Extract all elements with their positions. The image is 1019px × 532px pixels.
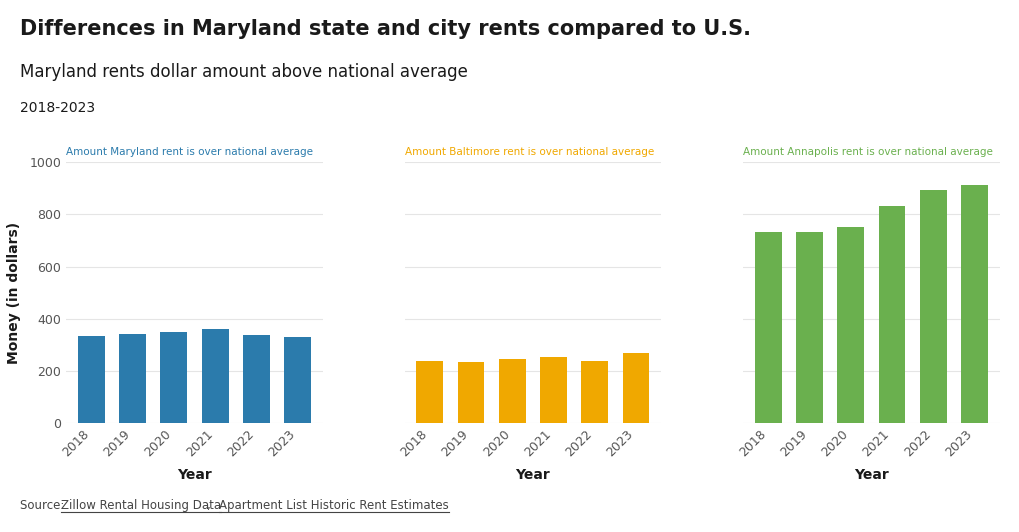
Bar [202, 329, 228, 423]
Text: Zillow Rental Housing Data: Zillow Rental Housing Data [61, 499, 221, 512]
Bar [284, 337, 311, 423]
Bar [960, 185, 987, 423]
Bar [119, 334, 146, 423]
Bar [458, 362, 484, 423]
Bar [416, 361, 443, 423]
X-axis label: Year: Year [177, 468, 212, 482]
Text: Amount Annapolis rent is over national average: Amount Annapolis rent is over national a… [743, 147, 993, 157]
Bar [837, 228, 863, 423]
Bar [540, 358, 567, 423]
Text: Amount Baltimore rent is over national average: Amount Baltimore rent is over national a… [405, 147, 653, 157]
Text: Amount Maryland rent is over national average: Amount Maryland rent is over national av… [66, 147, 313, 157]
Text: Differences in Maryland state and city rents compared to U.S.: Differences in Maryland state and city r… [20, 19, 751, 39]
Bar [77, 336, 105, 423]
X-axis label: Year: Year [853, 468, 888, 482]
Text: Apartment List Historic Rent Estimates: Apartment List Historic Rent Estimates [219, 499, 448, 512]
Bar [622, 353, 649, 423]
Bar [754, 232, 781, 423]
Bar [919, 190, 946, 423]
Text: Source:: Source: [20, 499, 68, 512]
Bar [160, 332, 187, 423]
Bar [498, 359, 525, 423]
Text: Maryland rents dollar amount above national average: Maryland rents dollar amount above natio… [20, 63, 468, 81]
Y-axis label: Money (in dollars): Money (in dollars) [7, 221, 21, 364]
Text: ,: , [207, 499, 214, 512]
Bar [877, 206, 905, 423]
Bar [581, 361, 607, 423]
Bar [795, 232, 822, 423]
Bar [243, 335, 270, 423]
Text: 2018-2023: 2018-2023 [20, 101, 96, 115]
X-axis label: Year: Year [515, 468, 550, 482]
